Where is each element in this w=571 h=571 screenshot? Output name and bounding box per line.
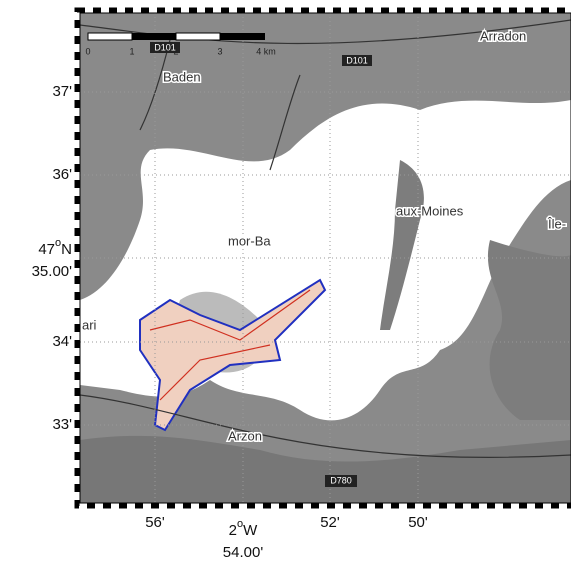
lat-tick: 36' [52, 166, 72, 183]
road-label: D101 [346, 55, 368, 65]
scale-label: 4 km [256, 46, 276, 56]
place-label: Île- [547, 216, 566, 231]
road-label: D780 [330, 475, 352, 485]
lat-center: 35.00' [32, 263, 73, 280]
lat-tick: 34' [52, 333, 72, 350]
scale-label: 1 [129, 46, 134, 56]
page: {"scale_bar": {"labels": ["0", "1", "2",… [0, 0, 571, 566]
scale-label: 3 [217, 46, 222, 56]
lat-tick: 37' [52, 83, 72, 100]
map-area: 0 1 2 3 4 km Arradon Baden aux-Moines Îl… [80, 13, 571, 503]
lon-tick: 52' [320, 514, 340, 531]
map: 0 1 2 3 4 km Arradon Baden aux-Moines Îl… [0, 0, 571, 566]
road-label: D101 [154, 42, 176, 52]
place-label: aux-Moines [396, 203, 464, 218]
lon-tick: 56' [145, 514, 165, 531]
lon-center: 2oW [229, 518, 258, 539]
lat-tick: 33' [52, 416, 72, 433]
place-label: Arzon [228, 428, 262, 443]
lon-center: 54.00' [223, 544, 264, 561]
place-label: mor-Ba [228, 233, 271, 248]
place-label: Baden [163, 69, 201, 84]
lat-center: 47oN [38, 237, 72, 258]
place-label: Arradon [480, 28, 526, 43]
lon-tick: 50' [408, 514, 428, 531]
island [488, 240, 571, 420]
place-label: ari [82, 317, 97, 332]
scale-label: 0 [85, 46, 90, 56]
